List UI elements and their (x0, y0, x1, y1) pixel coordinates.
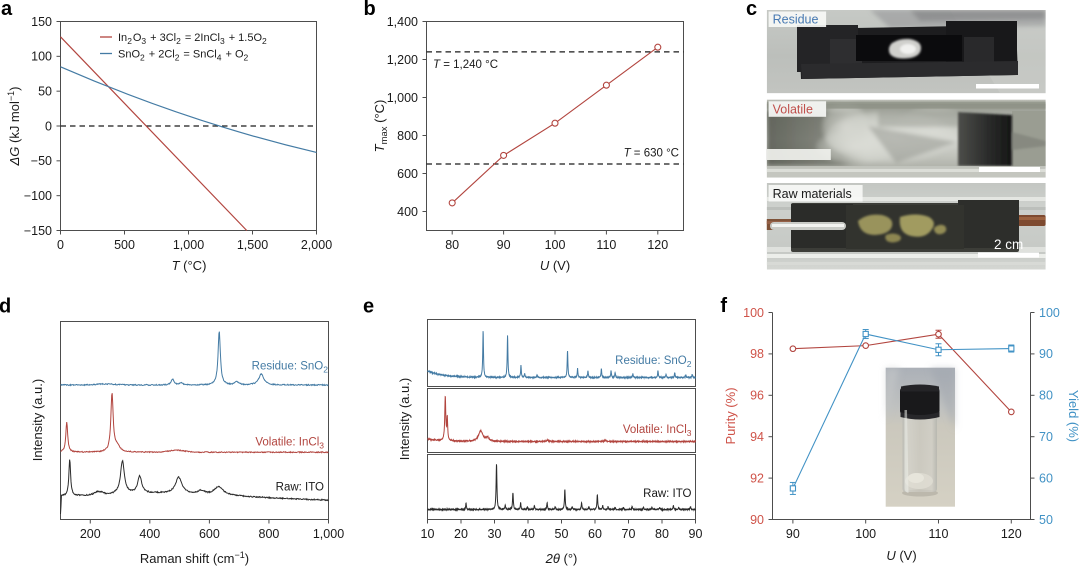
svg-text:80: 80 (655, 527, 669, 541)
svg-text:150: 150 (31, 15, 52, 29)
svg-text:U (V): U (V) (540, 258, 570, 273)
svg-text:Intensity (a.u.): Intensity (a.u.) (30, 379, 45, 461)
svg-text:110: 110 (929, 527, 949, 541)
svg-text:1,500: 1,500 (237, 238, 268, 252)
svg-text:1,000: 1,000 (173, 238, 204, 252)
svg-text:70: 70 (1039, 430, 1053, 444)
svg-text:−50: −50 (31, 154, 52, 168)
svg-text:400: 400 (397, 205, 418, 219)
svg-text:80: 80 (1039, 389, 1053, 403)
svg-text:T = 1,240 °C: T = 1,240 °C (433, 59, 498, 71)
svg-text:T (°C): T (°C) (172, 258, 207, 273)
svg-text:600: 600 (199, 527, 220, 541)
svg-text:100: 100 (31, 50, 52, 64)
svg-text:Volatile: InCl3: Volatile: InCl3 (255, 437, 324, 451)
svg-text:90: 90 (1039, 347, 1053, 361)
svg-text:800: 800 (397, 129, 418, 143)
svg-text:Volatile: Volatile (773, 102, 813, 116)
svg-text:90: 90 (786, 527, 800, 541)
svg-text:60: 60 (588, 527, 602, 541)
svg-text:T = 630 °C: T = 630 °C (624, 148, 679, 160)
svg-text:U (V): U (V) (886, 548, 916, 563)
svg-text:98: 98 (750, 347, 764, 361)
svg-text:Purity (%): Purity (%) (723, 387, 738, 444)
svg-text:Raman shift (cm−1): Raman shift (cm−1) (140, 550, 249, 566)
svg-text:20: 20 (454, 527, 468, 541)
svg-text:92: 92 (750, 471, 764, 485)
svg-text:200: 200 (80, 527, 101, 541)
svg-text:Tmax (°C): Tmax (°C) (372, 100, 390, 153)
svg-text:120: 120 (647, 238, 668, 252)
svg-text:800: 800 (259, 527, 280, 541)
svg-text:1,000: 1,000 (387, 91, 418, 105)
svg-text:Raw: ITO: Raw: ITO (643, 488, 691, 500)
svg-text:500: 500 (114, 238, 135, 252)
svg-text:96: 96 (750, 389, 764, 403)
svg-text:50: 50 (38, 84, 52, 98)
svg-text:100: 100 (1039, 306, 1060, 320)
svg-text:70: 70 (622, 527, 636, 541)
svg-text:Raw: ITO: Raw: ITO (276, 482, 324, 494)
svg-text:0: 0 (45, 119, 52, 133)
svg-text:100: 100 (545, 238, 566, 252)
svg-text:Intensity (a.u.): Intensity (a.u.) (397, 378, 412, 460)
svg-text:40: 40 (521, 527, 535, 541)
svg-text:400: 400 (139, 527, 160, 541)
svg-text:Residue: Residue (773, 13, 819, 27)
svg-text:1,200: 1,200 (387, 53, 418, 67)
svg-text:2 cm: 2 cm (994, 237, 1023, 252)
svg-text:120: 120 (1001, 527, 1022, 541)
svg-text:110: 110 (596, 238, 616, 252)
svg-text:90: 90 (689, 527, 703, 541)
svg-text:90: 90 (497, 238, 511, 252)
svg-text:Residue: SnO2: Residue: SnO2 (615, 355, 692, 369)
svg-text:600: 600 (397, 167, 418, 181)
svg-text:e: e (363, 295, 374, 317)
svg-text:d: d (0, 295, 11, 317)
svg-text:1,000: 1,000 (313, 527, 344, 541)
svg-text:0: 0 (57, 238, 64, 252)
svg-text:1,400: 1,400 (387, 15, 418, 29)
svg-text:30: 30 (488, 527, 502, 541)
svg-text:Volatile: InCl3: Volatile: InCl3 (623, 424, 692, 438)
svg-text:a: a (1, 0, 13, 20)
svg-text:ΔG (kJ mol−1): ΔG (kJ mol−1) (6, 87, 22, 167)
svg-text:50: 50 (555, 527, 569, 541)
svg-text:Residue: SnO2: Residue: SnO2 (252, 361, 329, 375)
svg-text:2θ (°): 2θ (°) (545, 551, 578, 566)
svg-text:In2 O3 + 3Cl2 = 2InCl3 + 1.: In2 O3 + 3Cl2 = 2InCl3 + 1.5O2 (118, 32, 268, 46)
svg-text:Raw materials: Raw materials (773, 187, 852, 201)
svg-text:SnO2 + 2Cl2 = SnCl4 + O2: SnO2 + 2Cl2 = SnCl4 + O2 (118, 49, 249, 63)
svg-text:100: 100 (855, 527, 876, 541)
svg-text:c: c (746, 0, 757, 20)
svg-text:80: 80 (445, 238, 459, 252)
svg-text:100: 100 (743, 306, 764, 320)
svg-text:f: f (720, 295, 727, 317)
svg-text:94: 94 (750, 430, 764, 444)
svg-text:b: b (364, 0, 376, 20)
svg-text:90: 90 (750, 513, 764, 527)
svg-text:10: 10 (421, 527, 435, 541)
svg-text:−150: −150 (24, 224, 52, 238)
svg-text:60: 60 (1039, 471, 1053, 485)
svg-text:Yield (%): Yield (%) (1066, 390, 1080, 442)
svg-text:50: 50 (1039, 513, 1053, 527)
svg-text:2,000: 2,000 (301, 238, 332, 252)
svg-text:−100: −100 (24, 189, 52, 203)
